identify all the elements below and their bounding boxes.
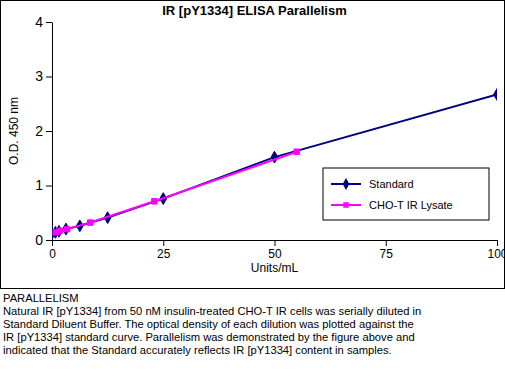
series-marker	[57, 228, 62, 233]
legend-marker	[343, 178, 350, 190]
y-tick-mark	[46, 77, 52, 78]
x-tick: 75	[380, 240, 394, 261]
series-layer	[52, 89, 497, 240]
caption-line: IR [pY1334] standard curve. Parallelism …	[3, 331, 415, 343]
x-tick: 100	[487, 240, 505, 261]
caption-line: Standard Diluent Buffer. The optical den…	[3, 318, 414, 330]
legend-box	[323, 168, 489, 220]
y-tick-label: 1	[35, 177, 43, 193]
caption-heading: PARALLELISM	[3, 292, 79, 304]
legend-marker	[343, 202, 348, 207]
y-tick: 3	[35, 68, 52, 84]
series-line	[52, 94, 497, 233]
x-axis: 0 25 50 75 100	[49, 240, 505, 261]
x-tick-label: 100	[487, 247, 505, 261]
x-tick-label: 25	[157, 247, 171, 261]
x-tick-mark	[386, 240, 387, 246]
x-tick-mark	[52, 240, 53, 246]
caption-line: indicated that the Standard accurately r…	[3, 344, 392, 356]
y-tick-mark	[46, 186, 52, 187]
x-tick: 25	[157, 240, 171, 261]
x-tick: 0	[49, 240, 56, 261]
series-marker	[64, 226, 69, 231]
legend-label: Standard	[369, 178, 414, 190]
y-tick: 2	[35, 123, 52, 139]
x-axis-title: Units/mL	[251, 261, 299, 275]
y-tick-label: 3	[35, 68, 43, 84]
y-tick-label: 0	[35, 232, 43, 248]
x-tick-mark	[497, 240, 498, 246]
x-tick: 50	[268, 240, 282, 261]
x-tick-mark	[275, 240, 276, 246]
x-tick-label: 50	[268, 247, 282, 261]
y-tick: 4	[35, 14, 52, 30]
y-tick: 1	[35, 177, 52, 193]
x-tick-label: 75	[380, 247, 394, 261]
plot: 0 25 50 75 100 0 1 2 3 4 Standard CHO-T IR Lysate	[35, 14, 505, 261]
y-axis-line	[52, 23, 53, 241]
legend: Standard CHO-T IR Lysate	[323, 168, 489, 220]
title: IR [pY1334] ELISA Parallelism	[162, 3, 346, 18]
series-marker	[152, 199, 157, 204]
chart: 0 25 50 75 100 0 1 2 3 4 Standard CHO-T IR Lysate IR…	[0, 0, 505, 375]
series-marker	[294, 149, 299, 154]
x-tick-mark	[163, 240, 164, 246]
series-marker	[88, 220, 93, 225]
series-line	[56, 152, 297, 233]
caption-line: Natural IR [pY1334] from 50 nM insulin-t…	[3, 305, 421, 317]
series-marker	[494, 89, 497, 101]
y-tick-label: 2	[35, 123, 43, 139]
legend-label: CHO-T IR Lysate	[369, 199, 453, 211]
caption: PARALLELISMNatural IR [pY1334] from 50 n…	[3, 292, 421, 356]
y-tick-mark	[46, 22, 52, 23]
y-tick: 0	[35, 232, 52, 248]
y-axis-title: O.D. 450 nm	[7, 97, 21, 165]
y-tick-label: 4	[35, 14, 43, 30]
chart-frame	[1, 1, 505, 289]
y-tick-mark	[46, 240, 52, 241]
x-tick-label: 0	[49, 247, 56, 261]
y-axis: 0 1 2 3 4	[35, 14, 52, 248]
y-tick-mark	[46, 131, 52, 132]
